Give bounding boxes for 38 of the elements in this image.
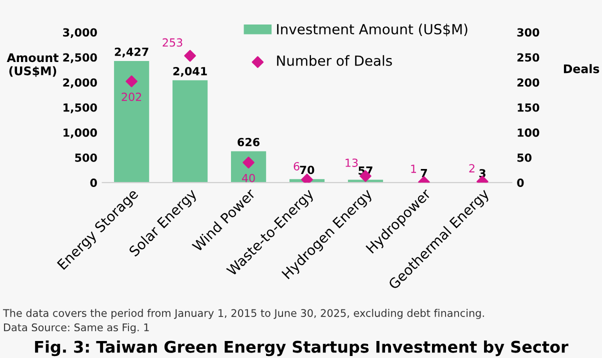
y2-tick-label: 200 [517, 78, 540, 87]
data-label: 253 [162, 38, 182, 47]
legend-label: Investment Amount (US$M) [277, 24, 468, 36]
data-label: 2,427 [114, 48, 148, 58]
y-axis-title: Amount (US$M) [6, 53, 58, 77]
y2-tick-label: 0 [517, 178, 524, 187]
y-tick-label: 2,500 [63, 53, 97, 64]
point [184, 50, 196, 62]
data-label: 2,041 [173, 66, 207, 77]
bar [230, 151, 266, 183]
y2-tick-label: 250 [517, 53, 540, 62]
y2-tick-label: 100 [518, 128, 540, 137]
data-label: 6 [294, 162, 300, 170]
y-tick-label: 500 [75, 153, 97, 162]
data-label: 70 [300, 166, 314, 174]
y2-tick-label: 50 [517, 153, 532, 162]
y-tick-label: 0 [90, 178, 97, 187]
data-label: 13 [346, 158, 358, 167]
y2-axis-title: Deals [564, 64, 600, 74]
point [126, 75, 138, 88]
bar [114, 60, 150, 183]
data-label: 202 [122, 92, 142, 102]
data-label: 626 [238, 138, 260, 146]
text: The data covers the period from January 1, 2015 to June 30, 2025, excluding debt financing. [2, 308, 484, 319]
text: Fig. 3: Taiwan Green Energy Startups Investment by Sector [35, 340, 568, 356]
bar [172, 80, 208, 183]
y-tick-label: 2,000 [63, 78, 97, 88]
y2-tick-label: 300 [517, 28, 540, 37]
data-label: 7 [420, 169, 427, 178]
source-note: Data Source: Same as Fig. 1 [4, 323, 149, 334]
y-tick-label: 3,000 [63, 28, 97, 38]
y2-tick-label: 150 [518, 103, 540, 112]
legend-label: Number of Deals [277, 55, 392, 66]
y-tick-label: 1,500 [64, 103, 97, 114]
data-label: 1 [411, 164, 416, 173]
data-label: 2 [469, 164, 474, 172]
data-label: 40 [242, 174, 255, 182]
y-tick-label: 1,000 [64, 128, 97, 138]
